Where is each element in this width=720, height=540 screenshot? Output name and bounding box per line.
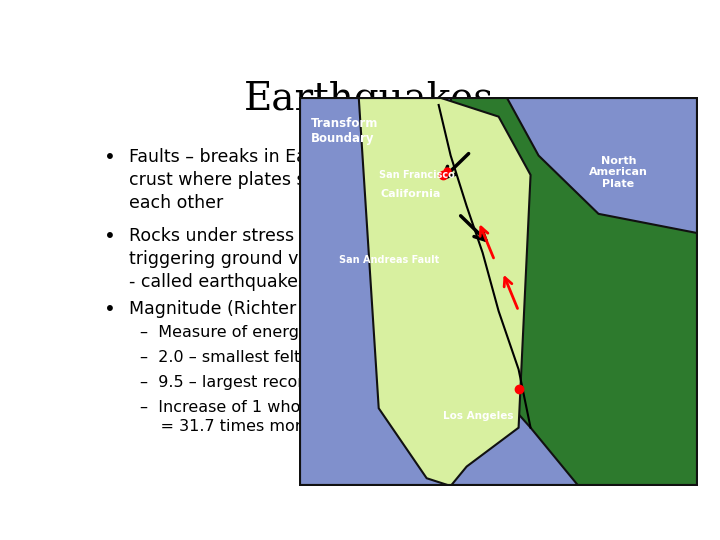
Text: San Francisco: San Francisco xyxy=(379,170,454,180)
Text: North
American
Plate: North American Plate xyxy=(589,156,648,188)
Text: –  2.0 – smallest felt: – 2.0 – smallest felt xyxy=(140,349,300,364)
Text: Rocks under stress break off
triggering ground vibrations
- called earthquakes: Rocks under stress break off triggering … xyxy=(129,227,378,291)
Text: •: • xyxy=(104,227,116,246)
Text: Magnitude (Richter Scale): Magnitude (Richter Scale) xyxy=(129,300,356,318)
Text: Faults – breaks in Earth’s
crust where plates slide past
each other: Faults – breaks in Earth’s crust where p… xyxy=(129,148,381,212)
Text: Los Angeles: Los Angeles xyxy=(444,411,514,421)
Polygon shape xyxy=(359,97,531,486)
Text: •: • xyxy=(104,300,116,319)
Text: Earthquakes: Earthquakes xyxy=(244,82,494,118)
Text: –  9.5 – largest recorded: – 9.5 – largest recorded xyxy=(140,375,334,389)
Polygon shape xyxy=(451,97,698,486)
Text: San Andreas Fault: San Andreas Fault xyxy=(339,255,439,266)
Text: Transform
Boundary: Transform Boundary xyxy=(311,117,378,145)
Text: California: California xyxy=(380,190,441,199)
Text: –  Increase of 1 whole number
    = 31.7 times more energy: – Increase of 1 whole number = 31.7 time… xyxy=(140,400,383,434)
Text: •: • xyxy=(104,148,116,167)
Text: –  Measure of energy released: – Measure of energy released xyxy=(140,325,383,340)
